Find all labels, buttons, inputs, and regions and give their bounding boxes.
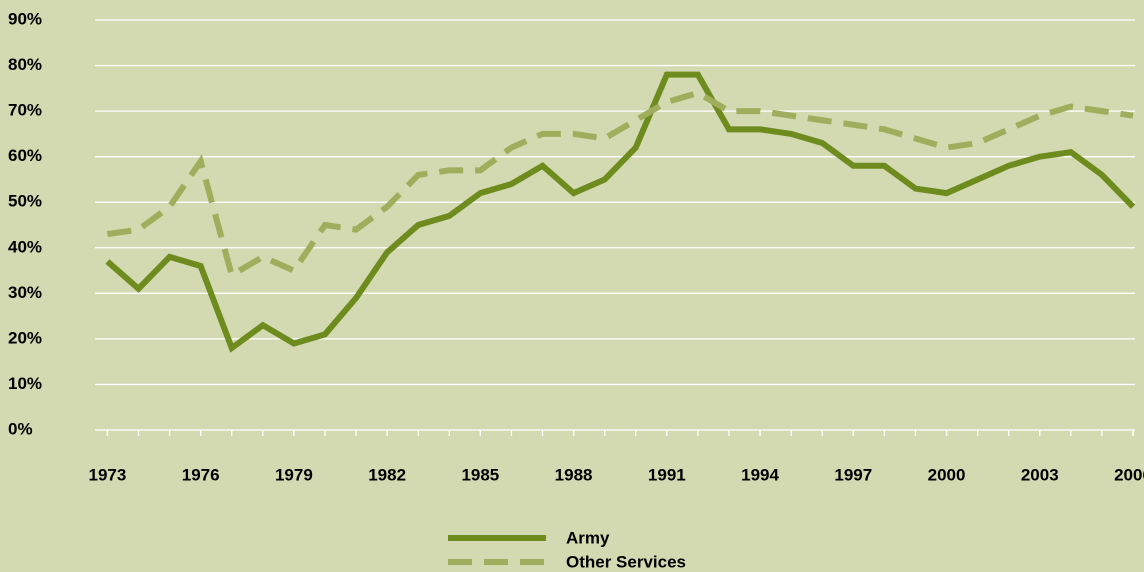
y-tick-label: 60%	[8, 146, 42, 165]
y-tick-label: 70%	[8, 101, 42, 120]
x-tick-label: 2003	[1021, 465, 1059, 484]
x-tick-label: 1994	[741, 465, 779, 484]
y-tick-label: 40%	[8, 237, 42, 256]
x-tick-label: 1982	[368, 465, 406, 484]
y-tick-label: 80%	[8, 55, 42, 74]
x-tick-label: 1976	[182, 465, 220, 484]
y-tick-label: 0%	[8, 419, 33, 438]
y-tick-label: 10%	[8, 374, 42, 393]
series-line	[106, 89, 1134, 280]
x-tick-label: 1991	[648, 465, 686, 484]
legend-label: Other Services	[566, 552, 686, 571]
x-tick-label: 1979	[275, 465, 313, 484]
y-tick-label: 20%	[8, 328, 42, 347]
series-line	[105, 71, 1136, 353]
x-tick-label: 1985	[461, 465, 499, 484]
x-tick-label: 1997	[834, 465, 872, 484]
legend-label: Army	[566, 528, 610, 547]
y-tick-label: 90%	[8, 9, 42, 28]
x-tick-label: 1988	[555, 465, 593, 484]
x-tick-label: 2000	[928, 465, 966, 484]
x-tick-label: 1973	[89, 465, 127, 484]
x-tick-label: 2006	[1114, 465, 1144, 484]
y-tick-label: 50%	[8, 192, 42, 211]
y-tick-label: 30%	[8, 283, 42, 302]
